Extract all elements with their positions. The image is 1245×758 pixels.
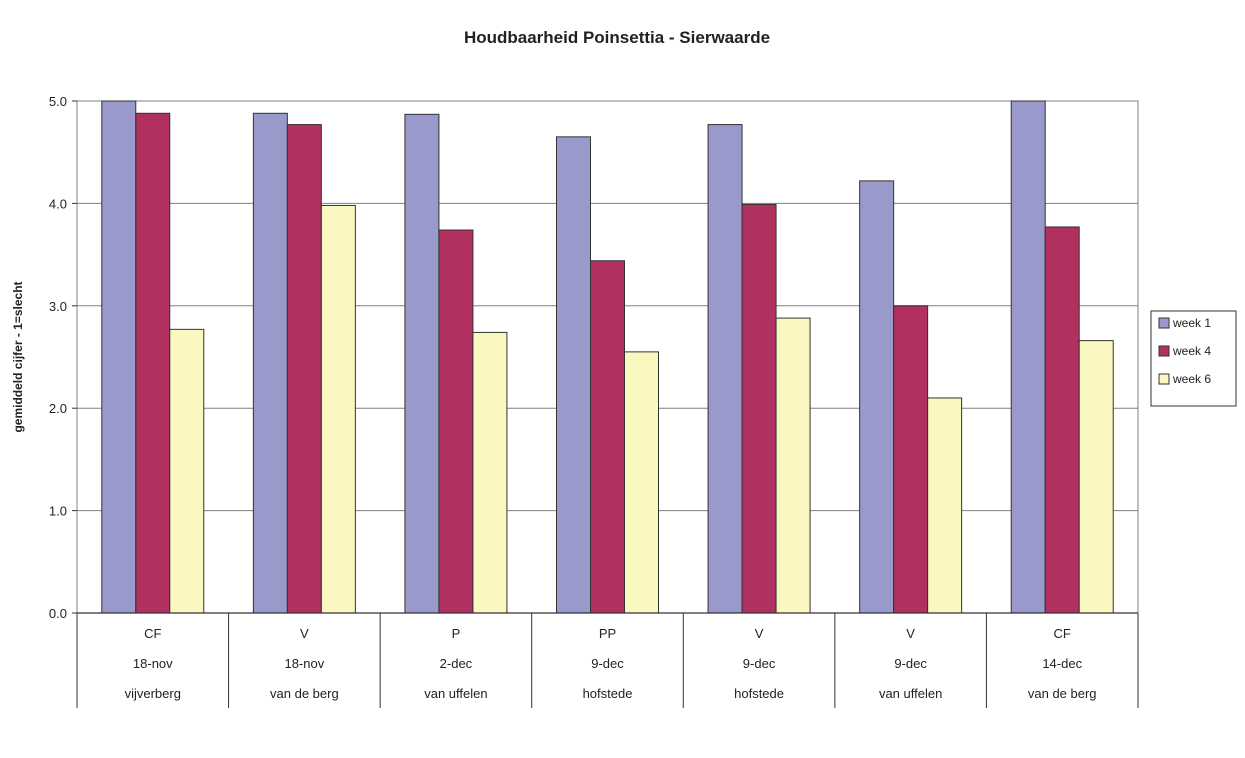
legend-label: week 6 xyxy=(1172,372,1211,386)
x-tick-label: van uffelen xyxy=(424,686,487,701)
x-tick-label: 9-dec xyxy=(591,656,624,671)
y-tick-label: 2.0 xyxy=(49,401,67,416)
bar-week-4-2 xyxy=(286,124,322,614)
legend: week 1 week 4 week 6 xyxy=(1150,310,1237,407)
legend-swatch xyxy=(1158,373,1170,385)
bar-week-6-5 xyxy=(775,317,811,614)
x-tick-label: hofstede xyxy=(734,686,784,701)
x-tick-label: 9-dec xyxy=(743,656,776,671)
chart-title: Houdbaarheid Poinsettia - Sierwaarde xyxy=(464,28,770,47)
bar-week-1-3 xyxy=(404,113,440,614)
legend-swatch xyxy=(1158,345,1170,357)
bar-week-1-6 xyxy=(859,180,895,614)
bar-week-4-5 xyxy=(741,203,777,614)
bar-week-6-6 xyxy=(927,397,963,614)
bar-week-4-7 xyxy=(1044,226,1080,614)
y-tick-label: 1.0 xyxy=(49,504,67,519)
bar-week-1-2 xyxy=(252,112,288,614)
bar-week-4-6 xyxy=(893,305,929,614)
x-tick-label: V xyxy=(906,626,915,641)
bar-week-6-7 xyxy=(1078,340,1114,614)
bar-week-6-1 xyxy=(169,328,205,614)
x-tick-label: V xyxy=(300,626,309,641)
plot-area: 0.0 1.0 2.0 3.0 4.0 5.0 CF 18-nov vijverberg V 18-… xyxy=(49,94,1139,708)
y-axis-label: gemiddeld cijfer - 1=slecht xyxy=(11,281,25,432)
y-tick-label: 4.0 xyxy=(49,196,67,211)
bar-week-4-1 xyxy=(135,112,171,614)
bar-week-6-4 xyxy=(624,351,659,614)
bar-week-1-7 xyxy=(1010,100,1046,614)
x-tick-label: 9-dec xyxy=(894,656,927,671)
legend-swatch xyxy=(1158,317,1170,329)
x-tick-label: van de berg xyxy=(270,686,339,701)
bar-week-6-3 xyxy=(472,331,508,614)
x-tick-label: PP xyxy=(599,626,616,641)
x-tick-label: P xyxy=(452,626,461,641)
x-tick-label: 18-nov xyxy=(133,656,173,671)
x-tick-label: vijverberg xyxy=(125,686,181,701)
bar-week-6-2 xyxy=(320,204,356,614)
x-tick-label: 18-nov xyxy=(284,656,324,671)
x-tick-label: CF xyxy=(144,626,161,641)
x-tick-label: van de berg xyxy=(1028,686,1097,701)
y-tick-label: 3.0 xyxy=(49,299,67,314)
bar-week-4-4 xyxy=(590,260,625,614)
bar-week-1-1 xyxy=(101,100,137,614)
bar-week-4-3 xyxy=(438,229,474,614)
legend-label: week 4 xyxy=(1172,344,1211,358)
x-tick-label: hofstede xyxy=(583,686,633,701)
x-tick-label: 2-dec xyxy=(440,656,473,671)
bar-week-1-5 xyxy=(707,124,743,614)
x-tick-label: 14-dec xyxy=(1042,656,1082,671)
bar-week-1-4 xyxy=(556,136,591,614)
legend-label: week 1 xyxy=(1172,316,1211,330)
x-tick-label: van uffelen xyxy=(879,686,942,701)
x-tick-label: CF xyxy=(1054,626,1071,641)
x-tick-label: V xyxy=(755,626,764,641)
y-tick-label: 5.0 xyxy=(49,94,67,109)
y-tick-label: 0.0 xyxy=(49,606,67,621)
